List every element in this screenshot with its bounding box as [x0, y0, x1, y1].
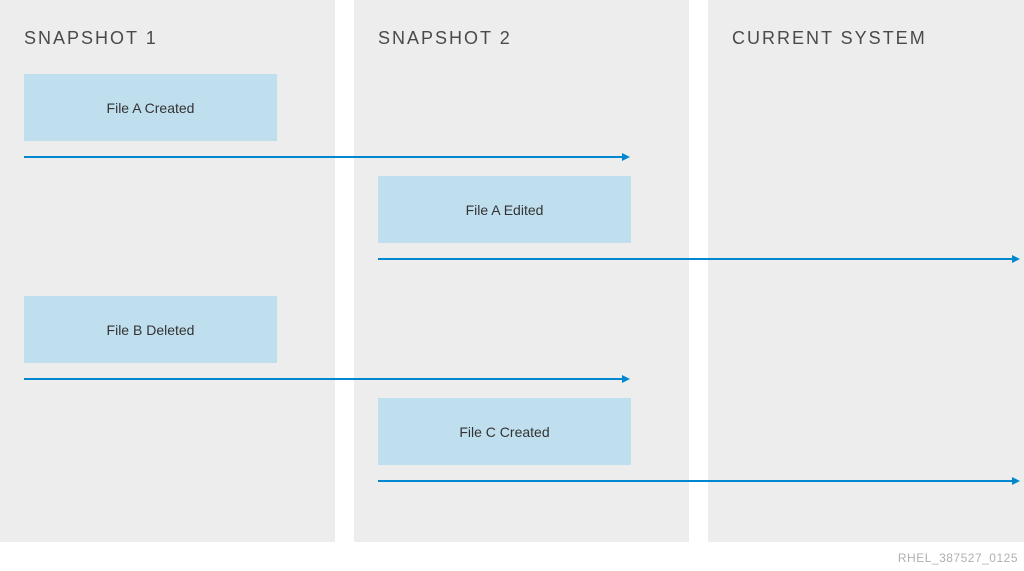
file-box-b-deleted: File B Deleted: [24, 296, 277, 363]
file-box-c-created: File C Created: [378, 398, 631, 465]
panel-title-current-system: CURRENT SYSTEM: [732, 28, 927, 49]
panel-title-snapshot-1: SNAPSHOT 1: [24, 28, 158, 49]
attribution-text: RHEL_387527_0125: [898, 551, 1018, 565]
file-box-a-edited: File A Edited: [378, 176, 631, 243]
panel-title-snapshot-2: SNAPSHOT 2: [378, 28, 512, 49]
file-box-a-created: File A Created: [24, 74, 277, 141]
panel-current-system: CURRENT SYSTEM: [708, 0, 1024, 542]
